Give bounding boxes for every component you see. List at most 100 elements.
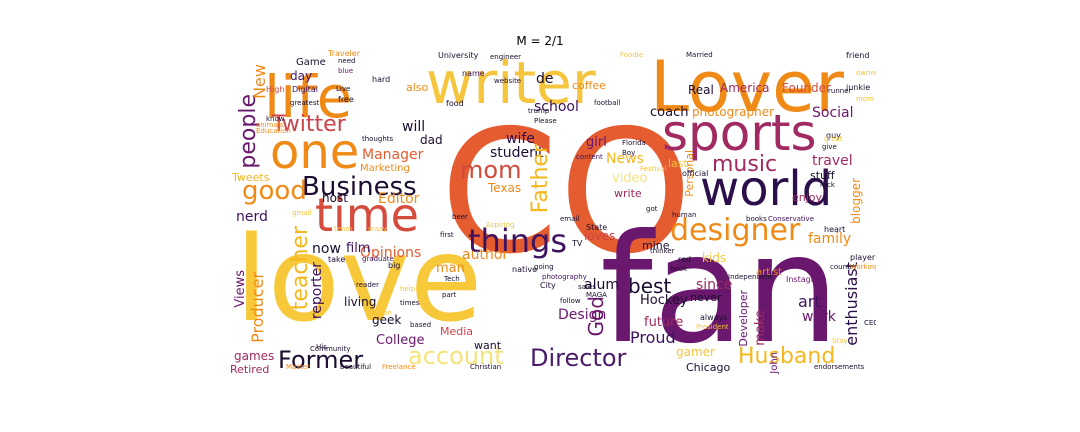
cloud-word: Live	[336, 85, 351, 93]
cloud-word: since	[696, 277, 733, 293]
cloud-word: blue	[338, 67, 354, 75]
cloud-word: America	[720, 81, 770, 95]
cloud-word: want	[474, 339, 502, 352]
cloud-word: Social	[812, 105, 854, 121]
cloud-word: Director	[530, 344, 627, 372]
cloud-word: give	[822, 143, 837, 151]
cloud-word: also	[406, 81, 429, 94]
cloud-word: will	[402, 119, 426, 135]
cloud-word: part	[442, 291, 457, 299]
cloud-word: friend	[846, 51, 870, 60]
cloud-word: content	[576, 153, 603, 161]
cloud-word: mom	[856, 95, 874, 103]
cloud-word: country	[830, 263, 857, 271]
cloud-word: gamer	[676, 345, 715, 359]
cloud-word: College	[376, 333, 425, 348]
cloud-word: good	[242, 176, 307, 206]
cloud-word: writer	[426, 50, 596, 117]
cloud-word: enthusiast	[842, 262, 861, 346]
cloud-word: trump	[528, 107, 550, 115]
cloud-word: coach	[650, 105, 689, 120]
cloud-word: de	[536, 71, 554, 87]
cloud-word: website	[494, 77, 522, 85]
cloud-word: books	[746, 215, 767, 223]
cloud-word: Instagram	[786, 275, 827, 284]
cloud-word: owner	[856, 69, 876, 77]
cloud-word: Developer	[737, 290, 750, 347]
cloud-word: music	[712, 152, 778, 177]
cloud-word: Founder	[782, 81, 831, 95]
cloud-word: name	[462, 69, 485, 78]
cloud-word: gmail	[292, 209, 312, 217]
cloud-word: future	[644, 315, 684, 330]
cloud-word: beautiful	[340, 363, 372, 371]
cloud-word: human	[672, 211, 697, 219]
cloud-word: CO	[440, 94, 693, 292]
cloud-word: animals	[256, 121, 284, 129]
cloud-word: MAGA	[586, 291, 607, 299]
cloud-word: mine	[642, 239, 670, 252]
cloud-word: family	[808, 231, 852, 247]
cloud-word: team	[334, 225, 353, 233]
cloud-word: Freelance	[382, 363, 416, 371]
cloud-word: endorsements	[814, 363, 865, 371]
cloud-word: News	[606, 151, 644, 167]
cloud-word: heart	[824, 225, 846, 234]
cloud-word: photographer	[692, 105, 775, 119]
cloud-word: fan	[600, 203, 840, 376]
word-cloud: CO fan love Lover writer life sports world one ti…	[230, 50, 876, 376]
cloud-word: beer	[452, 213, 468, 221]
cloud-word: Texas	[488, 181, 522, 195]
cloud-word: coffee	[572, 79, 606, 92]
cloud-word: red	[678, 255, 692, 264]
cloud-word: Education	[256, 127, 291, 135]
cloud-word: Stay	[832, 337, 848, 345]
cloud-word: official	[682, 169, 709, 178]
cloud-word: guy	[826, 131, 841, 140]
cloud-word: graduate	[362, 255, 394, 263]
cloud-word: Tech	[444, 275, 460, 283]
cloud-word: CEO	[864, 319, 876, 327]
cloud-word: Christian	[470, 363, 502, 371]
cloud-word: always	[700, 313, 728, 322]
cloud-word: Design	[558, 307, 607, 323]
cloud-word: fiction	[370, 309, 392, 317]
cloud-word: loves	[584, 229, 616, 243]
cloud-word: film	[346, 241, 371, 256]
cloud-word: based	[410, 321, 432, 329]
cloud-word: art	[798, 292, 821, 311]
cloud-word: account	[408, 342, 504, 370]
cloud-word: sports	[662, 104, 817, 162]
cloud-word: Producer	[248, 272, 267, 343]
cloud-word: love	[235, 210, 483, 348]
cloud-word: big	[388, 261, 401, 270]
cloud-word: Aspiring	[486, 221, 515, 229]
cloud-word: Foodie	[620, 51, 644, 59]
cloud-word: know	[266, 115, 285, 123]
cloud-word: Media	[440, 325, 474, 338]
cloud-word: player	[850, 253, 876, 262]
cloud-word: Chicago	[686, 361, 731, 374]
cloud-word: God	[584, 296, 608, 337]
cloud-word: nerd	[236, 209, 268, 225]
cloud-word: Tweets	[232, 171, 270, 184]
cloud-word: school	[534, 99, 579, 115]
cloud-word: got	[646, 205, 658, 213]
cloud-word: photography	[542, 273, 587, 281]
cloud-word: Master	[286, 363, 310, 371]
cloud-word: great	[824, 135, 843, 143]
cloud-word: help	[400, 285, 416, 293]
cloud-word: sales	[578, 283, 596, 291]
cloud-word: girl	[586, 135, 607, 150]
cloud-word: author	[462, 247, 509, 263]
cloud-word: times	[400, 299, 420, 307]
cloud-word: University	[438, 51, 479, 60]
cloud-word: Business	[302, 172, 417, 202]
cloud-word: food	[446, 99, 464, 108]
cloud-word: engineer	[490, 53, 522, 61]
cloud-word: work	[802, 309, 836, 325]
cloud-word: Please	[534, 117, 557, 125]
cloud-word: Florida	[622, 139, 646, 147]
cloud-word: football	[594, 99, 621, 107]
cloud-word: His	[316, 343, 327, 351]
